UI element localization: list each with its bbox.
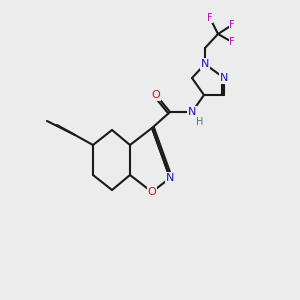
Text: N: N — [201, 59, 209, 69]
Text: O: O — [152, 90, 160, 100]
Text: N: N — [188, 107, 196, 117]
Text: N: N — [220, 73, 228, 83]
Text: N: N — [166, 173, 174, 183]
Text: F: F — [229, 20, 235, 30]
Text: O: O — [148, 187, 156, 197]
Text: H: H — [196, 117, 204, 127]
Text: F: F — [207, 13, 213, 23]
Text: F: F — [229, 37, 235, 47]
